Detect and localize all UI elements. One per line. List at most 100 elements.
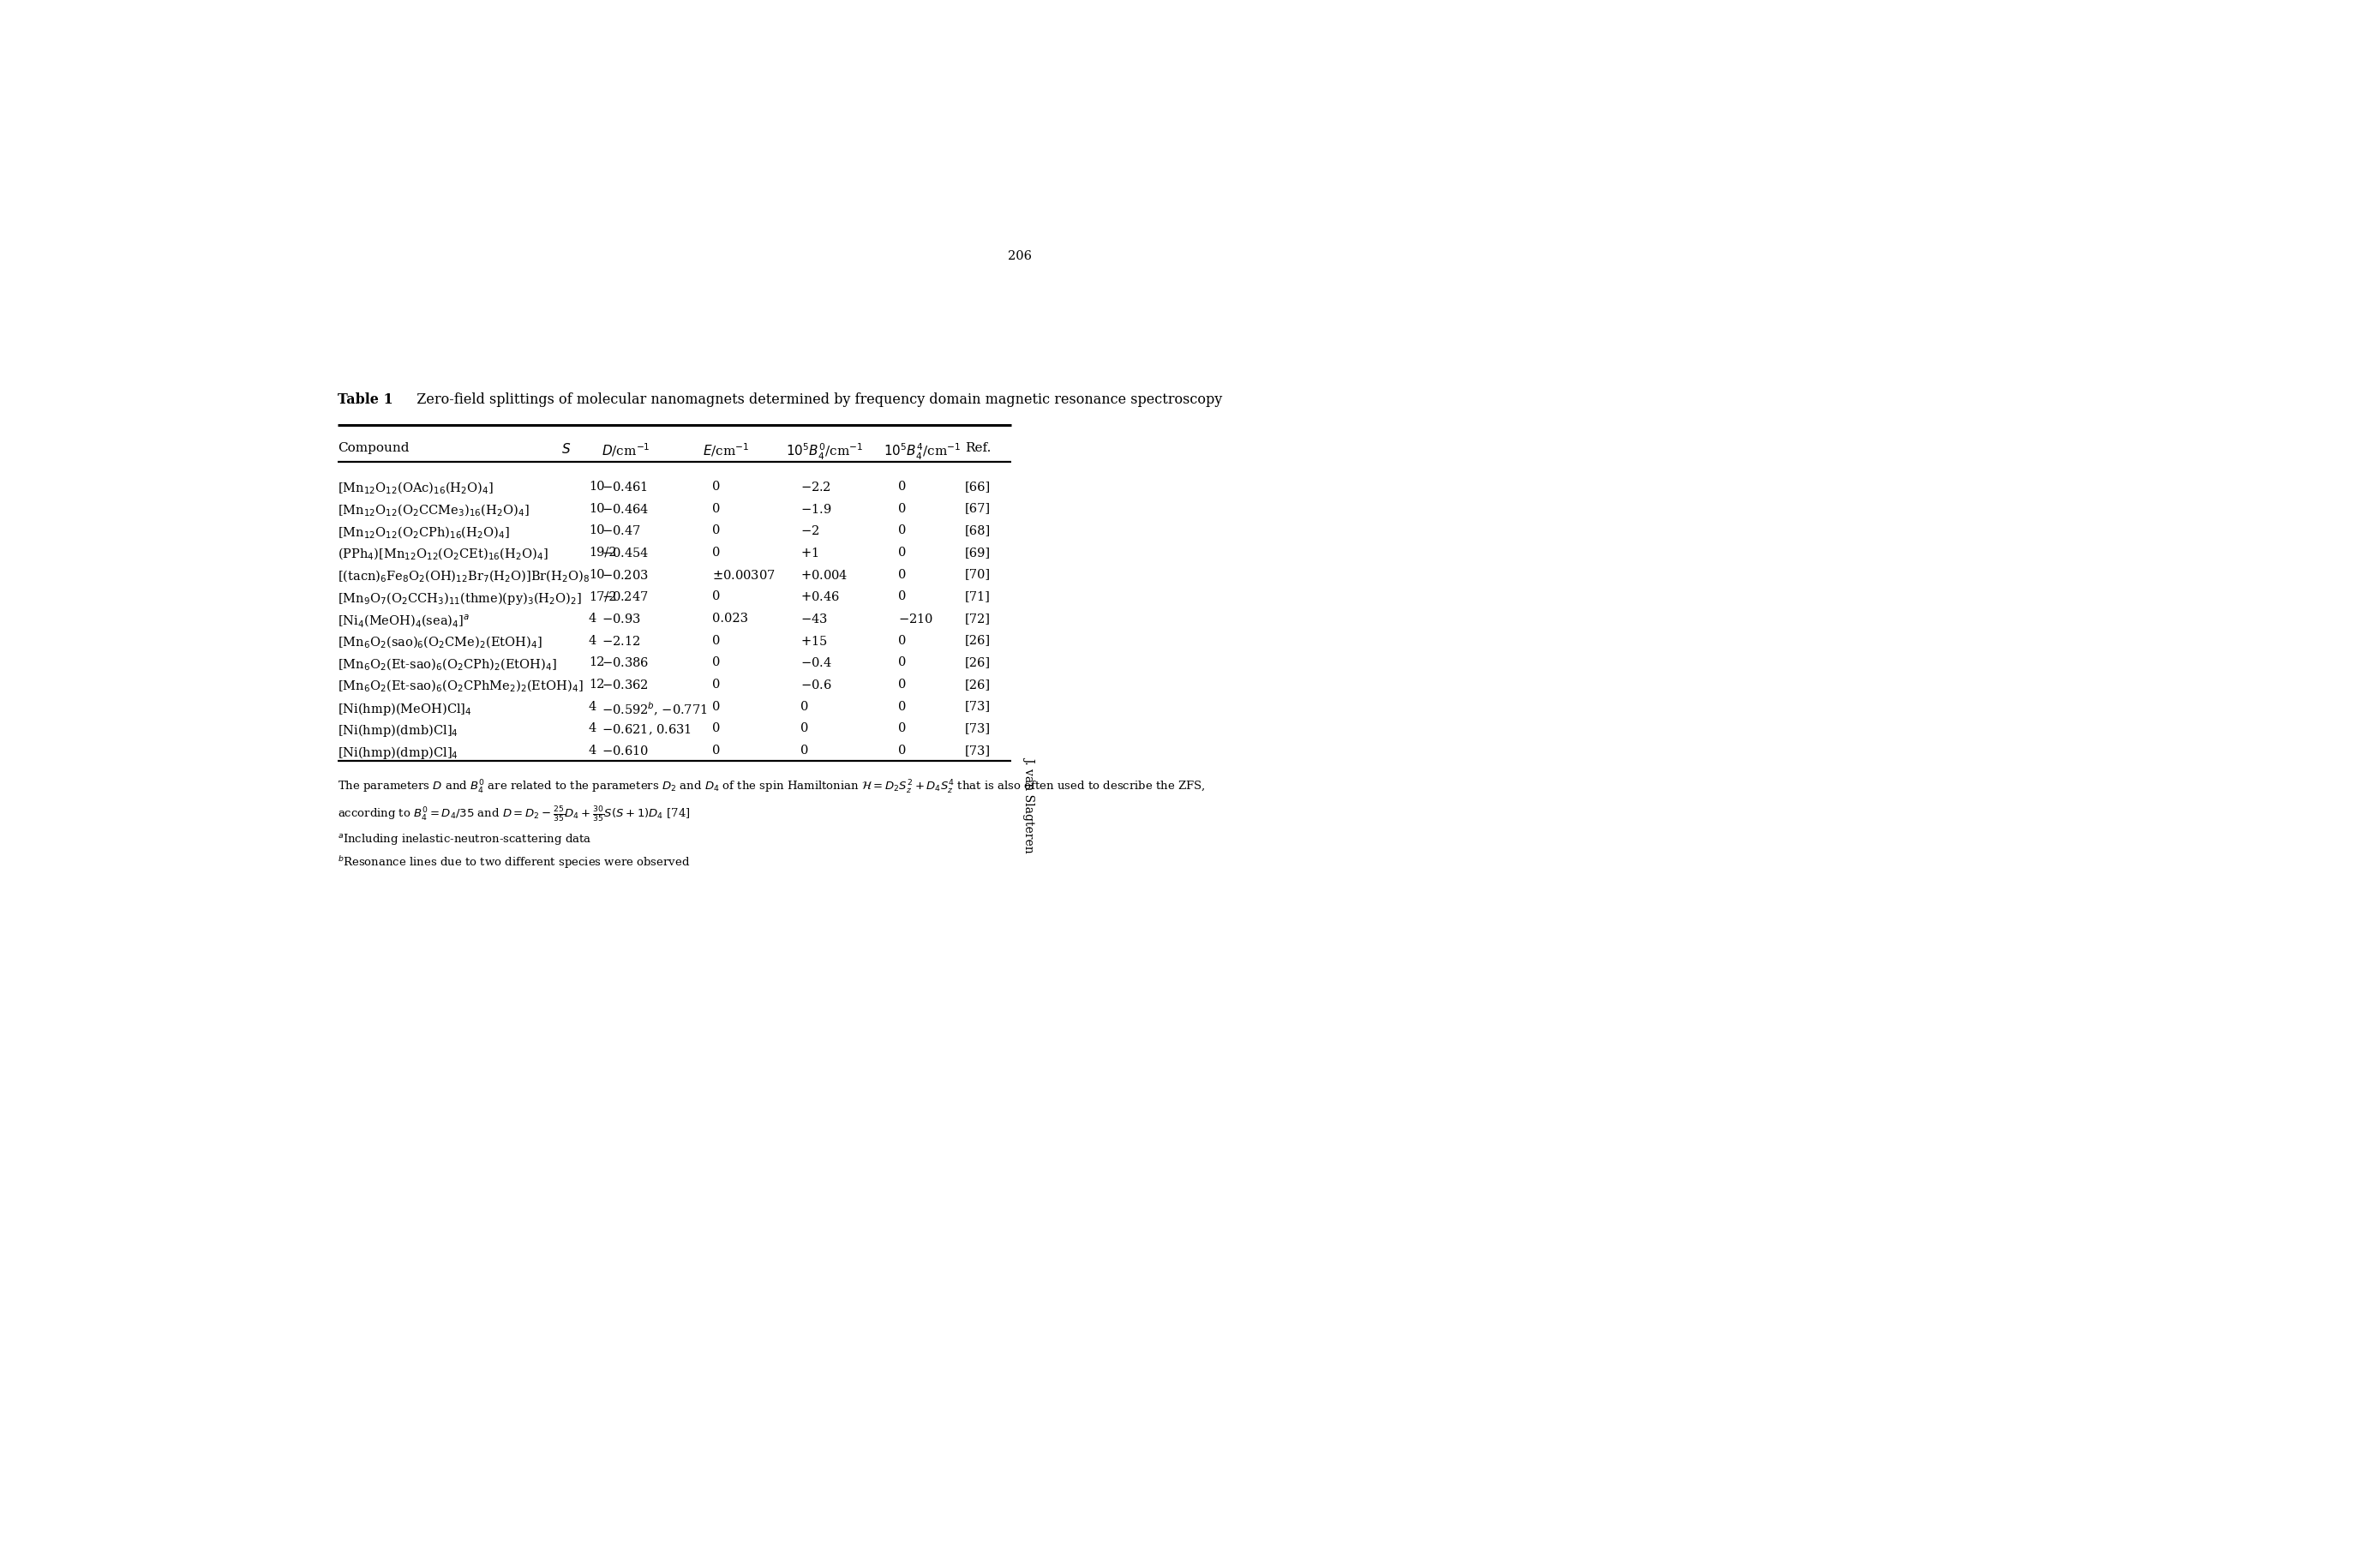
Text: 206: 206 [1009,249,1032,262]
Text: 10: 10 [588,524,604,536]
Text: J. van Slagteren: J. van Slagteren [1023,756,1035,851]
Text: 0: 0 [899,568,906,580]
Text: 0: 0 [802,699,809,712]
Text: $-$210: $-$210 [899,612,935,626]
Text: 4: 4 [588,612,597,624]
Text: 4: 4 [588,745,597,756]
Text: 0: 0 [802,721,809,734]
Text: 0: 0 [711,699,721,712]
Text: $\pm$0.00307: $\pm$0.00307 [711,568,776,582]
Text: 0: 0 [711,524,721,536]
Text: $-$0.461: $-$0.461 [602,480,647,494]
Text: $-$2.12: $-$2.12 [602,633,640,648]
Text: Table 1: Table 1 [338,392,393,406]
Text: 4: 4 [588,721,597,734]
Text: 0: 0 [899,699,906,712]
Text: $+$1: $+$1 [802,546,818,560]
Text: [68]: [68] [966,524,990,536]
Text: 4: 4 [588,633,597,646]
Text: [Ni(hmp)(dmb)Cl]$_4$: [Ni(hmp)(dmb)Cl]$_4$ [338,721,459,739]
Text: $-$0.203: $-$0.203 [602,568,649,582]
Text: $-$0.362: $-$0.362 [602,677,649,691]
Text: 12: 12 [588,655,604,668]
Text: [66]: [66] [966,480,990,492]
Text: [70]: [70] [966,568,990,580]
Text: [73]: [73] [966,745,990,756]
Text: [71]: [71] [966,590,990,602]
Text: 0: 0 [711,502,721,514]
Text: 0: 0 [711,655,721,668]
Text: 19/2: 19/2 [588,546,616,558]
Text: The parameters $D$ and $B_4^0$ are related to the parameters $D_2$ and $D_4$ of : The parameters $D$ and $B_4^0$ are relat… [338,778,1206,795]
Text: $-$0.454: $-$0.454 [602,546,649,560]
Text: 0: 0 [899,677,906,690]
Text: 0: 0 [899,590,906,602]
Text: [Ni(hmp)(MeOH)Cl]$_4$: [Ni(hmp)(MeOH)Cl]$_4$ [338,699,471,717]
Text: [Mn$_{12}$O$_{12}$(OAc)$_{16}$(H$_2$O)$_4$]: [Mn$_{12}$O$_{12}$(OAc)$_{16}$(H$_2$O)$_… [338,480,495,495]
Text: 0: 0 [899,721,906,734]
Text: $10^5B_4^0$/cm$^{-1}$: $10^5B_4^0$/cm$^{-1}$ [785,442,864,461]
Text: 0: 0 [711,677,721,690]
Text: Ref.: Ref. [966,442,990,453]
Text: $-$0.4: $-$0.4 [802,655,833,670]
Text: 0: 0 [711,633,721,646]
Text: $-$0.386: $-$0.386 [602,655,649,670]
Text: 0: 0 [899,502,906,514]
Text: according to $B_4^0 = D_4/35$ and $D = D_2 - \frac{25}{35}D_4 + \frac{30}{35}S(S: according to $B_4^0 = D_4/35$ and $D = D… [338,804,690,823]
Text: 0: 0 [711,745,721,756]
Text: (PPh$_4$)[Mn$_{12}$O$_{12}$(O$_2$CEt)$_{16}$(H$_2$O)$_4$]: (PPh$_4$)[Mn$_{12}$O$_{12}$(O$_2$CEt)$_{… [338,546,550,561]
Text: $D$/cm$^{-1}$: $D$/cm$^{-1}$ [602,442,649,458]
Text: 0: 0 [899,480,906,492]
Text: $-$0.621, 0.631: $-$0.621, 0.631 [602,721,692,735]
Text: $+$0.46: $+$0.46 [802,590,840,604]
Text: 12: 12 [588,677,604,690]
Text: $-$0.247: $-$0.247 [602,590,649,604]
Text: [69]: [69] [966,546,990,558]
Text: $+$0.004: $+$0.004 [802,568,849,582]
Text: $-$1.9: $-$1.9 [802,502,833,516]
Text: [73]: [73] [966,721,990,734]
Text: 4: 4 [588,699,597,712]
Text: Compound: Compound [338,442,409,453]
Text: 0: 0 [711,480,721,492]
Text: 0: 0 [711,721,721,734]
Text: 10: 10 [588,568,604,580]
Text: [Mn$_{12}$O$_{12}$(O$_2$CPh)$_{16}$(H$_2$O)$_4$]: [Mn$_{12}$O$_{12}$(O$_2$CPh)$_{16}$(H$_2… [338,524,509,539]
Text: [Mn$_9$O$_7$(O$_2$CCH$_3$)$_{11}$(thme)(py)$_3$(H$_2$O)$_2$]: [Mn$_9$O$_7$(O$_2$CCH$_3$)$_{11}$(thme)(… [338,590,583,607]
Text: $10^5B_4^4$/cm$^{-1}$: $10^5B_4^4$/cm$^{-1}$ [883,442,961,461]
Text: $E$/cm$^{-1}$: $E$/cm$^{-1}$ [704,442,749,458]
Text: $-$0.464: $-$0.464 [602,502,649,516]
Text: [26]: [26] [966,633,990,646]
Text: $-$0.93: $-$0.93 [602,612,640,626]
Text: [Mn$_6$O$_2$(sao)$_6$(O$_2$CMe)$_2$(EtOH)$_4$]: [Mn$_6$O$_2$(sao)$_6$(O$_2$CMe)$_2$(EtOH… [338,633,542,649]
Text: 17/2: 17/2 [588,590,616,602]
Text: $^a$Including inelastic-neutron-scattering data: $^a$Including inelastic-neutron-scatteri… [338,831,592,845]
Text: $-$2: $-$2 [802,524,821,538]
Text: $-$0.610: $-$0.610 [602,745,649,757]
Text: 0: 0 [899,546,906,558]
Text: 0.023: 0.023 [711,612,749,624]
Text: 0: 0 [711,590,721,602]
Text: [67]: [67] [966,502,990,514]
Text: 0: 0 [899,655,906,668]
Text: $-$0.47: $-$0.47 [602,524,640,538]
Text: 0: 0 [802,745,809,756]
Text: $^b$Resonance lines due to two different species were observed: $^b$Resonance lines due to two different… [338,855,690,870]
Text: $+$15: $+$15 [802,633,828,648]
Text: [73]: [73] [966,699,990,712]
Text: [72]: [72] [966,612,990,624]
Text: [(tacn)$_6$Fe$_8$O$_2$(OH)$_{12}$Br$_7$(H$_2$O)]Br(H$_2$O)$_8$: [(tacn)$_6$Fe$_8$O$_2$(OH)$_{12}$Br$_7$(… [338,568,590,583]
Text: [Mn$_6$O$_2$(Et-sao)$_6$(O$_2$CPh)$_2$(EtOH)$_4$]: [Mn$_6$O$_2$(Et-sao)$_6$(O$_2$CPh)$_2$(E… [338,655,557,673]
Text: [Ni$_4$(MeOH)$_4$(sea)$_4$]$^a$: [Ni$_4$(MeOH)$_4$(sea)$_4$]$^a$ [338,612,471,629]
Text: Zero-field splittings of molecular nanomagnets determined by frequency domain ma: Zero-field splittings of molecular nanom… [409,392,1223,406]
Text: $-$0.592$^b$, $-$0.771: $-$0.592$^b$, $-$0.771 [602,699,709,717]
Text: [Ni(hmp)(dmp)Cl]$_4$: [Ni(hmp)(dmp)Cl]$_4$ [338,745,459,760]
Text: [Mn$_6$O$_2$(Et-sao)$_6$(O$_2$CPhMe$_2$)$_2$(EtOH)$_4$]: [Mn$_6$O$_2$(Et-sao)$_6$(O$_2$CPhMe$_2$)… [338,677,583,695]
Text: $-$43: $-$43 [802,612,828,626]
Text: $-$2.2: $-$2.2 [802,480,830,494]
Text: $S$: $S$ [561,442,571,455]
Text: $-$0.6: $-$0.6 [802,677,833,691]
Text: [Mn$_{12}$O$_{12}$(O$_2$CCMe$_3$)$_{16}$(H$_2$O)$_4$]: [Mn$_{12}$O$_{12}$(O$_2$CCMe$_3$)$_{16}$… [338,502,531,517]
Text: 0: 0 [899,633,906,646]
Text: 0: 0 [711,546,721,558]
